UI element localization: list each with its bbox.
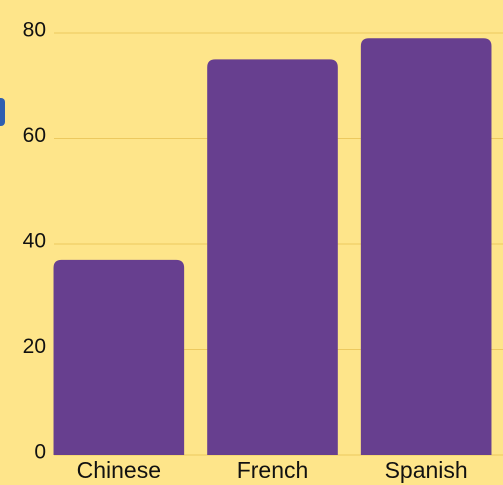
x-tick-label: Chinese <box>77 457 161 483</box>
side-tab <box>0 98 5 126</box>
y-tick-label: 80 <box>23 19 46 42</box>
y-tick-label: 40 <box>23 230 46 253</box>
y-tick-label: 60 <box>23 124 46 147</box>
x-tick-label: Spanish <box>385 457 468 483</box>
bar <box>53 259 185 455</box>
bar <box>360 38 492 456</box>
bar <box>207 59 338 455</box>
x-tick-label: French <box>237 457 309 483</box>
y-tick-label: 20 <box>23 335 46 358</box>
y-tick-label: 0 <box>34 441 46 464</box>
